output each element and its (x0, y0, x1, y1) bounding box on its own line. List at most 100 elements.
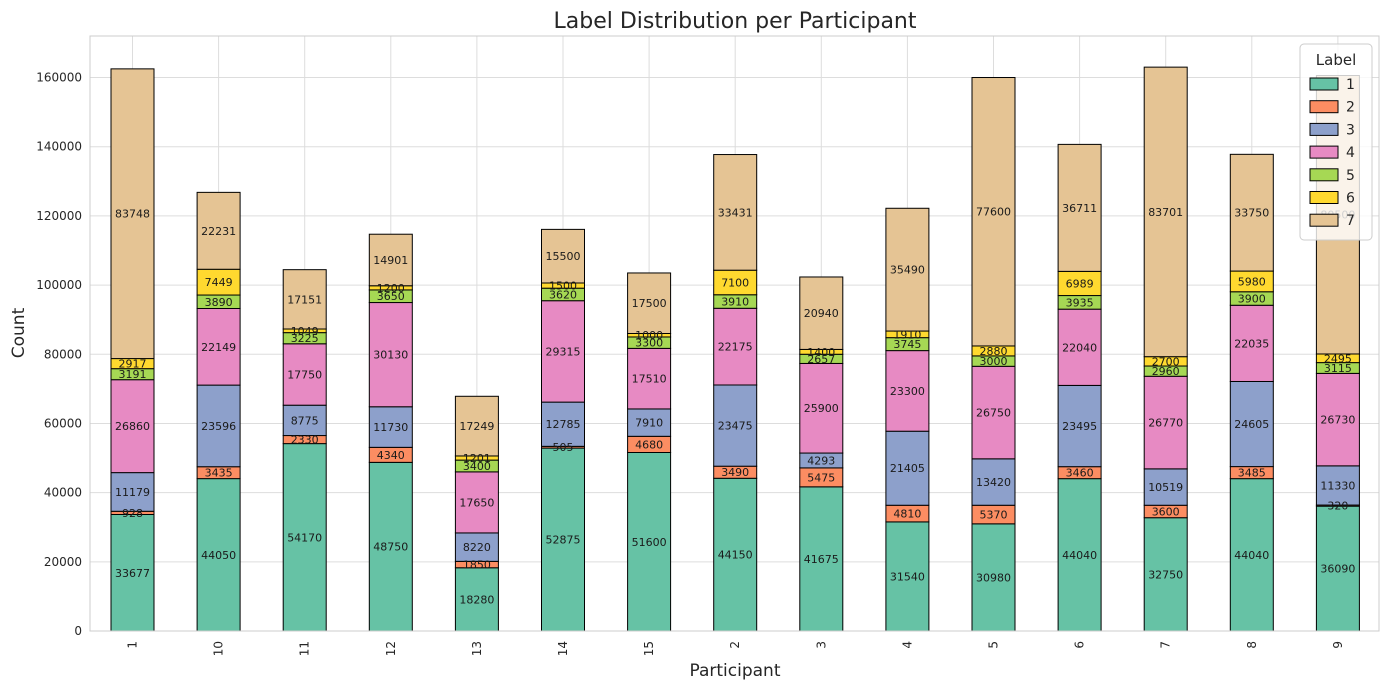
segment-value-label: 36711 (1062, 202, 1097, 215)
y-axis-ticks: 0 20000 40000 60000 80000 100000 120000 140000 1… (36, 71, 82, 638)
plot-area-border (89, 35, 1380, 632)
segment-value-label: 1200 (377, 282, 405, 295)
segment-value-label: 1400 (807, 346, 835, 359)
bar-segment (885, 350, 930, 432)
bar-segment (196, 191, 241, 270)
segment-value-label: 1850 (463, 559, 491, 572)
bar-segment (713, 384, 758, 467)
x-axis-label: Participant (689, 661, 780, 681)
bar-segment (885, 521, 930, 632)
segment-value-label: 22231 (201, 225, 236, 238)
segment-value-label: 2960 (1152, 365, 1180, 378)
bar-segment (971, 365, 1016, 460)
bar-segment (368, 461, 413, 632)
segment-value-label: 3191 (119, 368, 147, 381)
legend-swatch (1309, 213, 1339, 227)
y-tick-label: 40000 (44, 486, 82, 500)
segment-value-label: 83701 (1148, 206, 1183, 219)
x-tick-label: 6 (1073, 641, 1087, 649)
legend-title: Label (1316, 51, 1356, 69)
bar-segment (627, 272, 672, 335)
y-tick-label: 20000 (44, 555, 82, 569)
bar-segment (885, 430, 930, 506)
bar-segment (799, 362, 844, 454)
segment-value-label: 21405 (890, 462, 925, 475)
x-axis-ticks: 1 10 11 12 13 14 15 2 3 4 5 6 7 8 9 (126, 641, 1345, 656)
legend-swatch (1309, 191, 1339, 204)
segment-value-label: 2495 (1324, 352, 1352, 365)
segment-value-label: 23475 (718, 420, 753, 433)
segment-value-label: 7100 (721, 276, 749, 289)
bar-segment (541, 228, 585, 284)
segment-value-label: 44040 (1234, 549, 1269, 562)
segment-value-label: 11179 (115, 486, 150, 499)
segment-value-label: 3400 (463, 460, 491, 473)
legend-label: 7 (1346, 213, 1355, 229)
x-tick-label: 13 (470, 641, 484, 656)
bar-segment (454, 532, 499, 562)
segment-value-label: 52875 (546, 534, 581, 547)
segment-value-label: 22040 (1062, 341, 1097, 354)
segment-value-label: 33431 (718, 206, 753, 219)
segment-value-label: 2700 (1152, 355, 1180, 368)
segment-value-label: 3890 (205, 296, 233, 309)
segment-value-label: 44050 (201, 549, 236, 562)
legend-label: 6 (1346, 191, 1355, 207)
segment-value-label: 11730 (373, 421, 408, 434)
x-tick-label: 15 (642, 641, 656, 656)
y-tick-label: 100000 (36, 278, 82, 292)
bar-segment (110, 68, 155, 360)
x-tick-label: 7 (1159, 641, 1173, 649)
segment-value-label: 17249 (459, 420, 494, 433)
x-tick-label: 9 (1331, 641, 1345, 649)
legend-label: 2 (1346, 100, 1355, 116)
segment-value-label: 3225 (291, 332, 319, 345)
bar-segment (1229, 380, 1274, 468)
y-tick-label: 160000 (36, 71, 82, 85)
segment-value-label: 14901 (373, 254, 408, 267)
segment-value-label: 30130 (373, 349, 408, 362)
segment-value-label: 54170 (287, 531, 322, 544)
segment-value-label: 26770 (1148, 417, 1183, 430)
segment-value-label: 4340 (377, 449, 405, 462)
legend-label: 3 (1346, 122, 1355, 138)
bar-segment (282, 343, 327, 406)
segment-value-label: 17151 (287, 293, 322, 306)
segment-value-label: 7910 (635, 417, 663, 430)
bar-segment (541, 401, 585, 447)
bar-segment (713, 269, 758, 296)
legend-swatch (1309, 77, 1339, 91)
legend-swatch (1309, 122, 1339, 136)
segment-value-label: 17510 (632, 373, 667, 386)
segment-value-label: 6989 (1066, 277, 1094, 290)
segment-value-label: 23596 (201, 420, 236, 433)
segment-value-label: 4680 (635, 438, 663, 451)
bar-segment (627, 408, 672, 437)
segment-value-label: 928 (122, 507, 143, 520)
segment-value-label: 1000 (635, 329, 663, 342)
x-tick-label: 8 (1245, 641, 1259, 649)
bar-segment (1315, 505, 1360, 632)
segment-value-label: 320 (1327, 500, 1348, 513)
segment-value-label: 44040 (1062, 549, 1097, 562)
segment-value-label: 32750 (1148, 568, 1183, 581)
bar-segment (1315, 465, 1360, 506)
bar-segment (454, 471, 499, 534)
legend-swatch (1309, 100, 1339, 114)
legend-box (1299, 43, 1373, 241)
legend-swatch (1309, 145, 1339, 159)
bar-segment (1143, 66, 1188, 358)
segment-value-label: 3490 (721, 466, 749, 479)
segment-value-label: 2657 (807, 353, 835, 366)
segment-value-label: 7449 (205, 276, 233, 289)
bar-segment (196, 268, 241, 296)
segment-value-label: 15500 (546, 250, 581, 263)
segment-value-label: 10519 (1148, 481, 1183, 494)
segment-value-label: 3600 (1152, 505, 1180, 518)
bar-segment (799, 486, 844, 632)
segment-value-label: 35490 (890, 264, 925, 277)
x-tick-label: 5 (987, 641, 1001, 649)
bar-segment (971, 458, 1016, 506)
